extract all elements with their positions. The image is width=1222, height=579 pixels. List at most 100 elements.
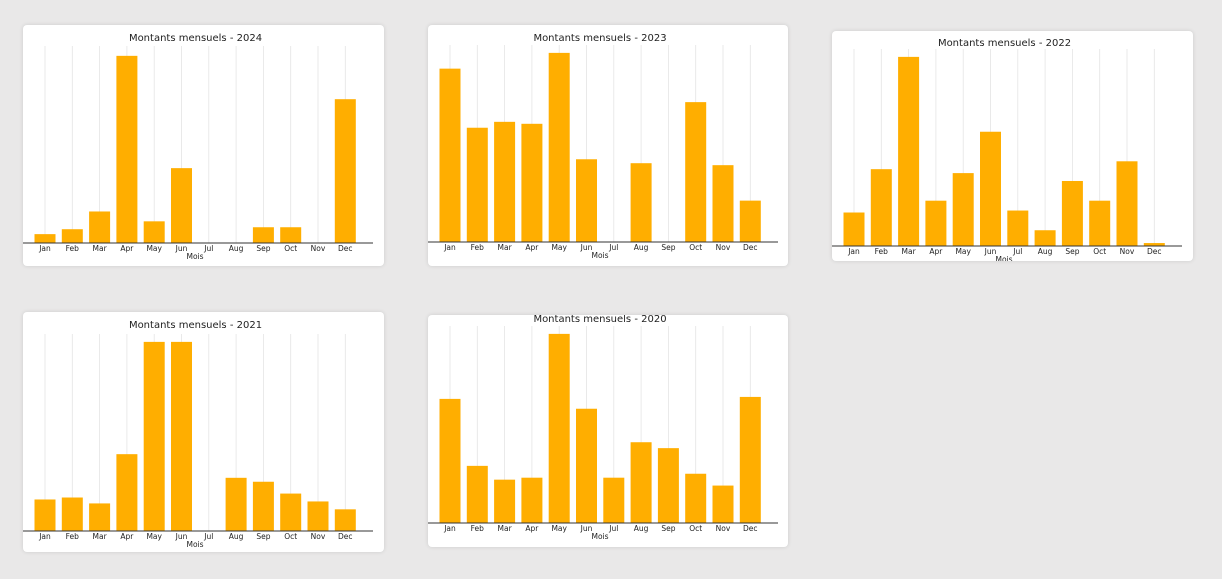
x-tick-label: Dec [338, 244, 353, 253]
x-tick-label: Apr [120, 244, 134, 253]
bar [870, 169, 892, 246]
bar [739, 200, 761, 242]
bar [61, 229, 83, 243]
x-axis-label: Mois [186, 540, 203, 549]
bar [307, 501, 329, 531]
x-tick-label: Jan [443, 524, 456, 533]
x-tick-label: Jan [847, 247, 860, 256]
x-tick-label: Jul [203, 532, 213, 541]
chart: Montants mensuels - 2024 Jan Feb Mar Apr May J… [23, 33, 373, 261]
x-tick-label: Jul [608, 243, 618, 252]
x-tick-label: Jun [580, 524, 593, 533]
bar [334, 99, 356, 243]
x-axis-label: Mois [995, 255, 1012, 261]
bar [630, 442, 652, 523]
bar [89, 211, 111, 243]
x-tick-label: Mar [498, 243, 513, 252]
x-tick-label: Aug [1038, 247, 1053, 256]
bar [252, 227, 274, 243]
bar [34, 234, 56, 243]
bar [143, 221, 165, 243]
bar [143, 341, 165, 531]
x-tick-label: Sep [256, 244, 270, 253]
x-tick-label: Sep [256, 532, 270, 541]
x-tick-label: Apr [525, 524, 539, 533]
x-tick-label: Jun [580, 243, 593, 252]
bar [843, 212, 865, 246]
bar [685, 473, 707, 523]
bar [61, 497, 83, 531]
bar [576, 408, 597, 523]
bar [252, 481, 274, 531]
x-tick-label: Jul [1012, 247, 1022, 256]
bar [116, 454, 138, 531]
bar [1116, 161, 1138, 246]
x-tick-label: May [551, 524, 567, 533]
x-axis-label: Mois [591, 532, 608, 541]
bar [630, 163, 652, 242]
x-tick-label: Jun [175, 244, 188, 253]
x-tick-label: Oct [689, 243, 702, 252]
x-tick-label: Mar [93, 244, 108, 253]
chart-title: Montants mensuels - 2020 [533, 315, 666, 325]
bar [712, 485, 734, 523]
x-tick-label: Jun [175, 532, 188, 541]
bar [685, 102, 707, 242]
bar [466, 127, 488, 242]
x-tick-label: Apr [929, 247, 943, 256]
x-tick-label: Apr [525, 243, 539, 252]
chart: Montants mensuels - 2020 Jan Feb Mar Apr May J… [428, 315, 778, 541]
x-tick-label: May [955, 247, 971, 256]
bar [116, 55, 138, 243]
x-tick-label: Mar [93, 532, 108, 541]
x-tick-label: Jun [984, 247, 997, 256]
bar [548, 333, 570, 523]
chart: Montants mensuels - 2023 Jan Feb Mar Apr May J… [428, 33, 778, 260]
x-tick-label: Mar [902, 247, 917, 256]
x-tick-label: Dec [743, 243, 758, 252]
x-tick-label: May [551, 243, 567, 252]
chart: Montants mensuels - 2021 Jan Feb Mar Apr May J… [23, 320, 373, 549]
bar [280, 227, 302, 243]
bar [494, 479, 516, 523]
bar [1061, 180, 1083, 246]
x-tick-label: Dec [743, 524, 758, 533]
chart: Montants mensuels - 2022 Jan Feb Mar Apr May J… [832, 38, 1182, 261]
x-tick-label: Feb [875, 247, 889, 256]
bar [334, 509, 356, 531]
x-tick-label: Oct [284, 532, 297, 541]
bar [34, 499, 56, 531]
bar [925, 200, 947, 246]
x-tick-label: Jan [38, 244, 51, 253]
x-tick-label: Oct [284, 244, 297, 253]
bar [657, 448, 679, 523]
chart-card: Montants mensuels - 2024 Jan Feb Mar Apr May J… [23, 25, 384, 266]
chart-title: Montants mensuels - 2022 [938, 38, 1071, 49]
chart-title: Montants mensuels - 2023 [533, 33, 666, 44]
x-tick-label: Jul [608, 524, 618, 533]
bar [225, 477, 247, 531]
x-tick-label: Dec [1147, 247, 1162, 256]
x-tick-label: Oct [689, 524, 702, 533]
bar [980, 131, 1001, 246]
bar [89, 503, 111, 531]
bar [548, 52, 570, 242]
bar [171, 168, 192, 243]
x-tick-label: Nov [311, 244, 326, 253]
chart-card: Montants mensuels - 2021 Jan Feb Mar Apr May J… [23, 312, 384, 552]
x-tick-label: Sep [661, 243, 675, 252]
chart-title: Montants mensuels - 2021 [129, 320, 262, 331]
x-tick-label: Aug [634, 524, 649, 533]
x-tick-label: Jan [38, 532, 51, 541]
x-tick-label: Nov [1120, 247, 1135, 256]
bar [1034, 230, 1056, 246]
x-tick-label: Mar [498, 524, 513, 533]
bar [712, 165, 734, 242]
x-tick-label: May [146, 532, 162, 541]
bar [494, 121, 516, 242]
x-tick-label: Jul [203, 244, 213, 253]
x-axis-label: Mois [186, 252, 203, 261]
bar [466, 465, 488, 523]
bar [1089, 200, 1111, 246]
chart-card: Montants mensuels - 2022 Jan Feb Mar Apr May J… [832, 31, 1193, 261]
